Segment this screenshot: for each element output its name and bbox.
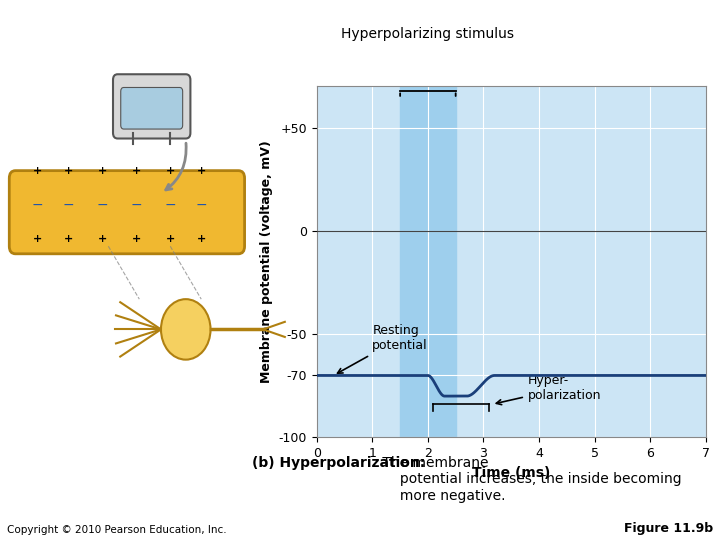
Text: +: +	[132, 166, 141, 176]
X-axis label: Time (ms): Time (ms)	[472, 465, 550, 480]
Text: +: +	[166, 166, 175, 176]
Bar	[400, 86, 456, 437]
Text: +: +	[132, 234, 141, 244]
Text: −: −	[130, 198, 142, 212]
FancyBboxPatch shape	[9, 171, 245, 254]
Text: +: +	[97, 234, 107, 244]
Text: −: −	[96, 198, 108, 212]
Text: Copyright © 2010 Pearson Education, Inc.: Copyright © 2010 Pearson Education, Inc.	[7, 524, 227, 535]
Text: +: +	[197, 166, 206, 176]
Text: Hyperpolarizing stimulus: Hyperpolarizing stimulus	[341, 27, 514, 41]
Text: Resting
potential: Resting potential	[338, 325, 428, 373]
Text: −: −	[63, 198, 74, 212]
Text: Hyper-
polarization: Hyper- polarization	[496, 374, 601, 404]
Text: −: −	[164, 198, 176, 212]
FancyBboxPatch shape	[113, 75, 190, 139]
Text: +: +	[32, 234, 42, 244]
Text: +: +	[63, 234, 73, 244]
Text: (b) Hyperpolarization:: (b) Hyperpolarization:	[252, 456, 426, 470]
Text: +: +	[63, 166, 73, 176]
Text: Figure 11.9b: Figure 11.9b	[624, 522, 713, 535]
Text: +: +	[32, 166, 42, 176]
Text: The membrane
     potential increases, the inside becoming
     more negative.: The membrane potential increases, the in…	[378, 456, 682, 503]
Circle shape	[161, 299, 210, 360]
Text: +: +	[197, 234, 206, 244]
Text: +: +	[166, 234, 175, 244]
Text: +: +	[97, 166, 107, 176]
FancyBboxPatch shape	[121, 87, 183, 129]
Y-axis label: Membrane potential (voltage, mV): Membrane potential (voltage, mV)	[260, 140, 273, 383]
Text: −: −	[195, 198, 207, 212]
Text: −: −	[32, 198, 43, 212]
